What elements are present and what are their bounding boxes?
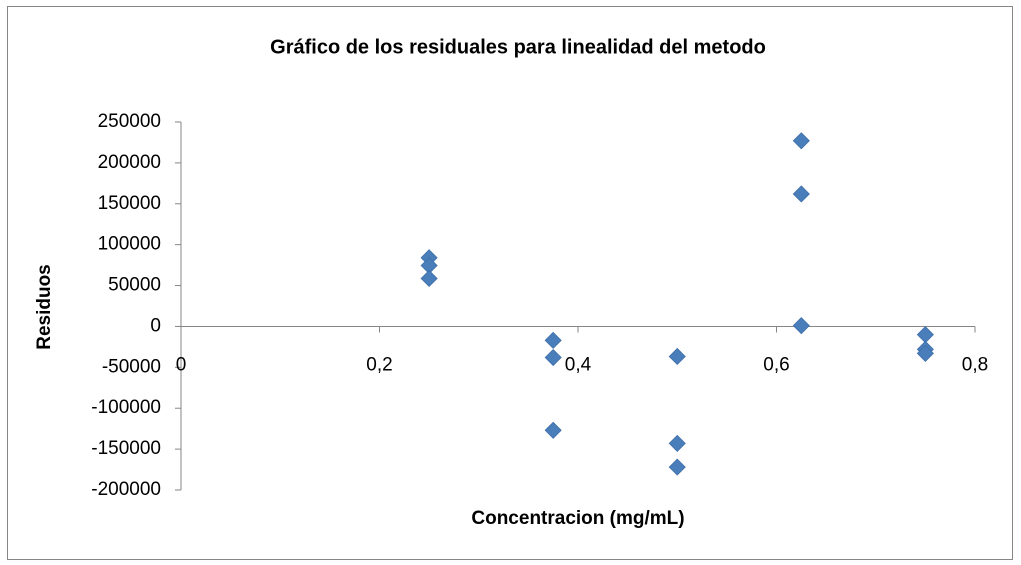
chart-title: Gráfico de los residuales para linealida…: [270, 36, 766, 58]
point: [792, 317, 810, 335]
y-tick-label: 150000: [98, 193, 161, 214]
x-axis-title: Concentracion (mg/mL): [471, 508, 684, 529]
point: [420, 269, 438, 288]
x-tick-label: 0,8: [962, 354, 988, 375]
x-tick-label: 0: [176, 354, 187, 375]
y-tick-label: 0: [150, 315, 161, 336]
point: [792, 132, 810, 150]
y-tick-label: 100000: [98, 234, 161, 255]
point: [544, 421, 562, 439]
y-tick-label: 250000: [98, 111, 161, 132]
y-tick-label: -200000: [91, 479, 161, 500]
y-tick-label: -50000: [102, 356, 161, 377]
y-tick-label: -100000: [91, 397, 161, 418]
point: [668, 434, 686, 452]
x-tick-label: 0,2: [366, 354, 392, 375]
y-axis-title: Residuos: [34, 264, 55, 350]
y-tick-label: 200000: [98, 152, 161, 173]
point: [916, 344, 934, 362]
x-tick-label: 0,6: [763, 354, 789, 375]
point: [668, 458, 686, 476]
point: [544, 331, 562, 349]
point: [668, 347, 686, 366]
point: [544, 348, 562, 367]
y-tick-label: -150000: [91, 438, 161, 459]
x-tick-label: 0,4: [565, 354, 592, 375]
chart-border: [7, 6, 1013, 560]
y-tick-label: 50000: [108, 275, 161, 296]
point: [792, 185, 810, 203]
